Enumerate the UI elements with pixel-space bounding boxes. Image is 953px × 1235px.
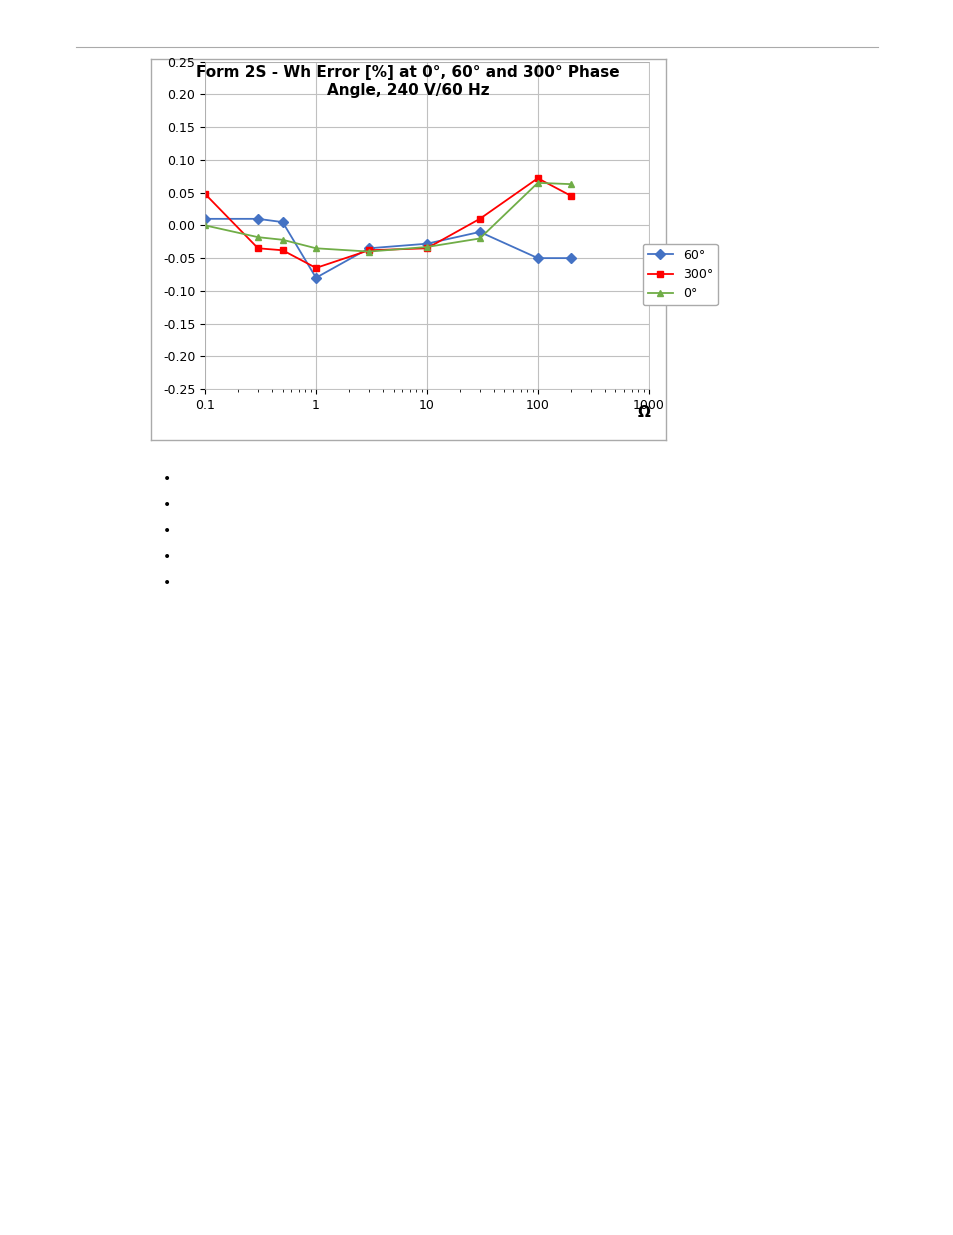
300° (252, 241, 263, 256)
300° (276, 243, 288, 258)
Line: 60°: 60° (201, 215, 574, 282)
0° (532, 175, 543, 190)
60° (565, 251, 577, 266)
0° (420, 240, 432, 254)
60° (532, 251, 543, 266)
Text: Form 2S - Wh Error [%] at 0°, 60° and 300° Phase
Angle, 240 V/60 Hz: Form 2S - Wh Error [%] at 0°, 60° and 30… (196, 65, 619, 98)
0° (363, 245, 375, 259)
300° (363, 243, 375, 258)
300° (310, 261, 321, 275)
Line: 300°: 300° (201, 175, 574, 272)
300° (532, 170, 543, 185)
60° (474, 225, 485, 240)
0° (199, 219, 211, 233)
Text: •: • (163, 472, 171, 485)
60° (420, 236, 432, 251)
60° (276, 215, 288, 230)
Text: •: • (163, 524, 171, 537)
300° (474, 211, 485, 226)
0° (565, 177, 577, 191)
Text: •: • (163, 576, 171, 589)
0° (310, 241, 321, 256)
0° (276, 232, 288, 247)
0° (474, 231, 485, 246)
300° (199, 186, 211, 201)
300° (420, 241, 432, 256)
60° (363, 241, 375, 256)
Line: 0°: 0° (201, 179, 574, 256)
Legend: 60°, 300°, 0°: 60°, 300°, 0° (642, 243, 717, 305)
60° (310, 270, 321, 285)
Text: •: • (163, 498, 171, 511)
300° (565, 189, 577, 204)
60° (199, 211, 211, 226)
Text: •: • (163, 550, 171, 563)
60° (252, 211, 263, 226)
Text: Ω: Ω (637, 405, 650, 420)
0° (252, 230, 263, 245)
